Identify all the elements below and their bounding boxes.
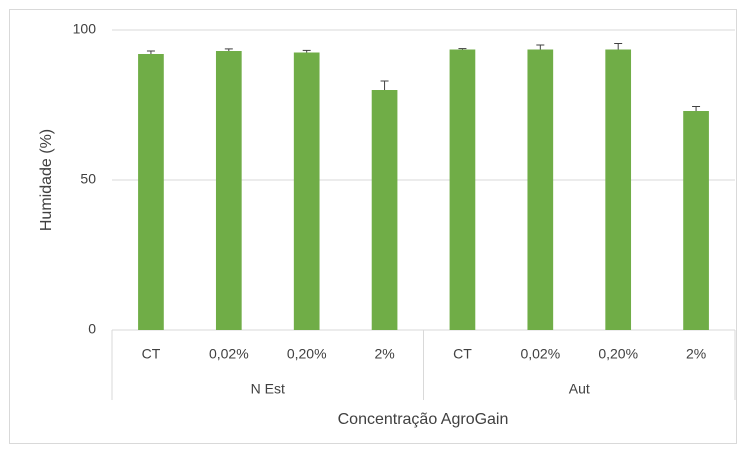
x-tick-label: 2% — [374, 346, 394, 362]
bar — [138, 54, 164, 330]
y-axis-title: Humidade (%) — [38, 129, 55, 231]
x-tick-label: 0,20% — [287, 346, 327, 362]
bar — [527, 49, 554, 330]
x-axis-title: Concentração AgroGain — [338, 411, 509, 428]
error-bar — [302, 49, 311, 53]
x-tick-label: 0,02% — [209, 346, 249, 362]
group-label: N Est — [251, 381, 285, 397]
error-bar — [224, 48, 233, 51]
x-tick-label: CT — [142, 346, 161, 362]
group-label: Aut — [569, 381, 590, 397]
error-bar — [614, 43, 623, 50]
bar — [371, 90, 398, 330]
error-bar — [458, 48, 467, 50]
error-bar — [692, 106, 701, 111]
x-tick-label: CT — [453, 346, 472, 362]
bar — [683, 111, 709, 330]
bar — [449, 49, 476, 330]
y-tick-label: 50 — [80, 171, 96, 187]
bar — [215, 51, 242, 330]
x-tick-label: 0,02% — [520, 346, 560, 362]
x-tick-label: 2% — [686, 346, 706, 362]
y-tick-label: 0 — [88, 321, 96, 337]
bar — [293, 52, 320, 330]
bar — [605, 49, 632, 330]
y-tick-label: 100 — [73, 21, 97, 37]
x-tick-label: 0,20% — [598, 346, 638, 362]
error-bar — [536, 44, 545, 50]
error-bar — [380, 80, 389, 90]
error-bar — [146, 50, 155, 54]
